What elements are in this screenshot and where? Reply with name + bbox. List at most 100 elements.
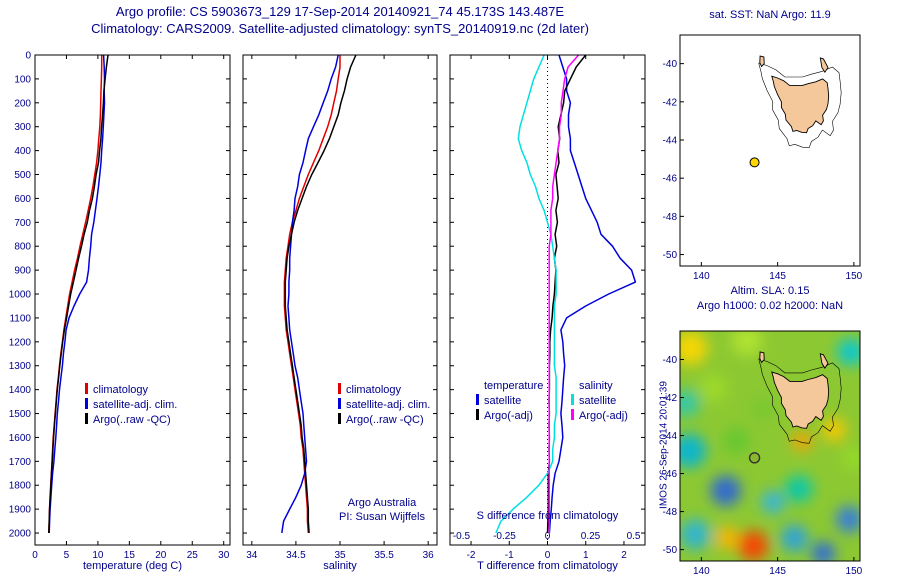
tick-label: -48 [663, 507, 678, 518]
tick-label: -1 [505, 550, 514, 561]
sst-map-title: sat. SST: NaN Argo: 11.9 [709, 9, 831, 21]
tick-label: 0 [545, 550, 551, 561]
tick-label: 700 [14, 218, 31, 229]
tick-label: -46 [663, 469, 678, 480]
tick-label: 100 [14, 74, 31, 85]
axes-box [242, 54, 438, 546]
tick-label: -44 [663, 431, 678, 442]
profile-line-satellite [548, 54, 637, 534]
tick-label: 140 [693, 271, 710, 282]
tick-label: 15 [124, 550, 136, 561]
tick-label: 140 [693, 566, 710, 577]
tick-label: 0.25 [581, 531, 601, 542]
tick-label: 5 [64, 550, 70, 561]
tick-label: -44 [663, 136, 678, 147]
profile-line-satellite-adj-clim- [281, 54, 339, 534]
legend-entry-label: satellite-adj. clim. [346, 399, 431, 411]
profile-line-climatology [283, 55, 341, 534]
tick-label: 20 [155, 550, 167, 561]
tick-label: 30 [218, 550, 230, 561]
tick-label: -42 [663, 393, 678, 404]
tick-label: 200 [14, 98, 31, 109]
tick-label: 1200 [9, 337, 32, 348]
legend-entry-label: satellite [484, 395, 522, 407]
profile-line-argo-raw-qc- [48, 54, 109, 534]
tick-label: 150 [846, 566, 863, 577]
tasmania-landmass [771, 75, 830, 134]
tick-label: 2000 [9, 529, 32, 540]
profile-line-satellite-adj-clim- [48, 54, 106, 534]
tick-label: 1 [583, 550, 589, 561]
t-difference-axis-label: T difference from climatology [477, 560, 618, 572]
sst-map-layer [680, 35, 860, 266]
tick-label: 2 [621, 550, 627, 561]
tick-label: -42 [663, 97, 678, 108]
legend-line-sample [338, 398, 341, 409]
map-frame [679, 34, 861, 267]
legend-entry-label: Argo(..raw -QC) [93, 414, 171, 426]
tick-label: -40 [663, 355, 678, 366]
tick-label: 25 [187, 550, 199, 561]
profile-line-argo-raw-qc- [284, 54, 357, 534]
legend-line-sample [85, 383, 88, 394]
tick-label: 800 [14, 242, 31, 253]
tick-label: -0.5 [453, 531, 471, 542]
temperature-axis-label: temperature (deg C) [82, 560, 183, 572]
tick-label: -46 [663, 174, 678, 185]
legend-group-header: salinity [579, 380, 613, 392]
tick-label: 145 [769, 271, 786, 282]
tick-label: -48 [663, 212, 678, 223]
legend-entry: Argo(..raw -QC) [338, 413, 430, 428]
tick-label: -50 [663, 250, 678, 261]
profile-line-climatology [48, 55, 103, 534]
legend-line-sample [571, 394, 574, 405]
legend-line-sample [338, 413, 341, 424]
tick-label: 1000 [9, 290, 32, 301]
sla-map-title-line1: Altim. SLA: 0.15 [730, 285, 810, 297]
tick-label: 0.5 [627, 531, 641, 542]
tick-label: 34.5 [286, 550, 306, 561]
tick-label: 1700 [9, 457, 32, 468]
tick-label: -2 [467, 550, 476, 561]
imos-timestamp-label: IMOS 26-Sep-2014 20:01:39 [658, 381, 670, 509]
legend-line-sample [85, 398, 88, 409]
legend-line-sample [85, 413, 88, 424]
tick-label: 35 [334, 550, 346, 561]
argo-float-marker [748, 452, 761, 464]
legend: climatology satellite-adj. clim. Argo(..ra… [338, 383, 430, 428]
sla-map-layer [680, 331, 860, 561]
tick-label: 145 [769, 566, 786, 577]
sla-field [680, 331, 860, 561]
legend-group-header: temperature [484, 380, 544, 392]
legend-entry-label: satellite [579, 395, 617, 407]
tick-label: 0 [25, 51, 31, 62]
legend: temperature satellite Argo(-adj) [476, 379, 543, 424]
annotation-line-1: Argo Australia [347, 497, 417, 509]
tick-label: 1900 [9, 505, 32, 516]
shelf-contour [758, 62, 842, 149]
shelf-contour [758, 358, 842, 444]
s-difference-axis-label: S difference from climatology [476, 510, 619, 522]
tick-label: 300 [14, 122, 31, 133]
tick-label: 0 [545, 531, 551, 542]
tasmania-landmass [771, 371, 830, 429]
flinders-island-landmass [819, 57, 829, 74]
legend-line-sample [571, 409, 574, 420]
legend-entry: satellite-adj. clim. [85, 398, 177, 413]
argo-australia-annotation: Argo Australia PI: Susan Wijffels [320, 496, 444, 524]
legend-entry: Argo(-adj) [571, 409, 628, 424]
tick-label: -40 [663, 59, 678, 70]
tick-label: 34 [246, 550, 258, 561]
legend-entry: climatology [338, 383, 430, 398]
king-island-landmass [759, 351, 765, 364]
tick-label: 400 [14, 146, 31, 157]
tick-label: -50 [663, 545, 678, 556]
legend-entry-label: satellite-adj. clim. [93, 399, 178, 411]
legend: salinity satellite Argo(-adj) [571, 379, 628, 424]
tick-label: 10 [92, 550, 104, 561]
figure-title-line2: Climatology: CARS2009. Satellite-adjuste… [91, 21, 589, 36]
king-island-landmass [759, 55, 765, 68]
tick-label: 1800 [9, 481, 32, 492]
